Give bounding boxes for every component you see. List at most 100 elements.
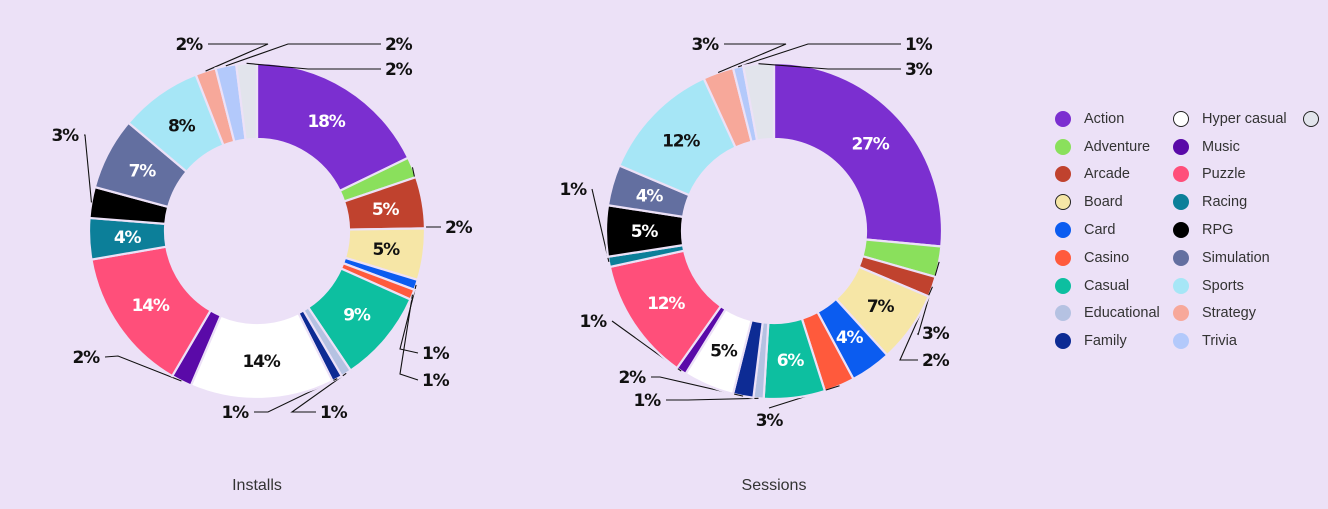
sessions-label-action: 27%: [852, 134, 890, 154]
legend-swatch-action: [1055, 110, 1071, 127]
sessions-leader-line-educational: [666, 397, 759, 401]
legend-label: Board: [1084, 194, 1123, 211]
sessions-leader-line-strategy: [717, 43, 787, 74]
installs-leader-line-casino: [399, 294, 419, 381]
legend-swatch-puzzle: [1173, 166, 1189, 183]
sessions-leader-line-trivia: [737, 43, 901, 68]
sessions-label-trivia: 1%: [905, 35, 933, 55]
sessions-leader-line-family: [651, 376, 744, 397]
installs-label-simulation: 7%: [129, 162, 157, 182]
sessions-slice-word: [741, 61, 776, 142]
installs-label-adventure: 2%: [445, 218, 473, 238]
legend-label: Card: [1084, 222, 1116, 239]
sessions-slice-action: [772, 61, 944, 248]
legend-item-music: Music: [1173, 133, 1303, 161]
legend-item-educational: Educational: [1055, 300, 1173, 328]
legend-swatch-card: [1055, 222, 1071, 239]
legend-label: Music: [1202, 138, 1240, 155]
sessions-label-puzzle: 12%: [647, 294, 685, 314]
legend-item-casino: Casino: [1055, 244, 1173, 272]
sessions-label-board: 7%: [867, 297, 895, 317]
installs-label-strategy: 2%: [176, 35, 204, 55]
legend-item-strategy: Strategy: [1173, 300, 1303, 328]
installs-donut-chart: 18% 2% 5% 5% 1% 1% 9% 1% 1% 14% 2% 14% 4% 3% 7% 8% 2% 2% 2…: [52, 35, 474, 423]
legend-swatch-family: [1055, 333, 1071, 350]
installs-leader-line-strategy: [205, 43, 269, 72]
installs-label-sports: 8%: [168, 116, 196, 136]
sessions-label-hyper-casual: 5%: [710, 342, 738, 362]
installs-label-puzzle: 14%: [132, 296, 170, 316]
legend-item-puzzle: Puzzle: [1173, 161, 1303, 189]
installs-chart-title: Installs: [232, 477, 282, 494]
installs-label-trivia: 2%: [385, 35, 413, 55]
legend-item-board: Board: [1055, 188, 1173, 216]
legend-item-casual: Casual: [1055, 272, 1173, 300]
legend-label: Racing: [1202, 194, 1248, 211]
installs-label-board: 5%: [372, 240, 400, 260]
legend-label: Sports: [1202, 277, 1244, 294]
legend: Action Adventure Arcade Board Card Casino Casu…: [1055, 105, 1319, 355]
sessions-label-racing: 1%: [560, 180, 588, 200]
sessions-label-word: 3%: [905, 60, 933, 80]
legend-label: Educational: [1084, 305, 1160, 322]
sessions-donut-chart: 27%3%2%7%4%3%6%1%2%5%1%12%1%5%4%12%3% 1%3…: [560, 35, 951, 431]
legend-swatch-racing: [1173, 194, 1189, 211]
legend-swatch-casino: [1055, 249, 1071, 266]
sessions-label-sports: 12%: [662, 132, 700, 152]
legend-swatch-educational: [1055, 305, 1071, 322]
legend-label: Hyper casual: [1202, 110, 1287, 127]
sessions-leader-line-word: [758, 63, 901, 70]
legend-item-family: Family: [1055, 327, 1173, 355]
sessions-label-arcade: 2%: [922, 351, 950, 371]
legend-label: Arcade: [1084, 166, 1130, 183]
legend-label: Puzzle: [1202, 166, 1246, 183]
sessions-chart-title: Sessions: [742, 477, 807, 494]
legend-label: Casino: [1084, 249, 1130, 266]
installs-label-card: 1%: [422, 344, 450, 364]
installs-label-casual: 9%: [343, 306, 371, 326]
installs-label-hyper-casual: 14%: [242, 352, 280, 372]
legend-swatch-arcade: [1055, 166, 1071, 183]
legend-label: Simulation: [1202, 249, 1270, 266]
sessions-label-casino: 3%: [756, 411, 784, 431]
sessions-label-casual: 6%: [777, 351, 805, 371]
legend-swatch-board: [1055, 194, 1071, 211]
sessions-label-simulation: 4%: [636, 186, 664, 206]
installs-slice-action: [255, 61, 410, 193]
installs-label-rpg: 3%: [52, 126, 80, 146]
legend-label: Family: [1084, 333, 1127, 350]
legend-swatch-trivia: [1173, 333, 1189, 350]
legend-swatch-strategy: [1173, 305, 1189, 322]
sessions-label-educational: 1%: [634, 391, 662, 411]
legend-swatch-simulation: [1173, 249, 1189, 266]
sessions-label-rpg: 5%: [631, 222, 659, 242]
legend-swatch-sports: [1173, 277, 1189, 294]
legend-item-rpg: RPG: [1173, 216, 1303, 244]
legend-label: Casual: [1084, 277, 1130, 294]
installs-leader-line-educational: [290, 372, 347, 413]
legend-label: Adventure: [1084, 138, 1151, 155]
legend-label: Strategy: [1202, 305, 1256, 322]
legend-item-card: Card: [1055, 216, 1173, 244]
legend-swatch-hyper-casual: [1173, 110, 1189, 127]
legend-item-adventure: Adventure: [1055, 133, 1173, 161]
legend-item-sports: Sports: [1173, 272, 1303, 300]
installs-leader-line-trivia: [225, 43, 381, 67]
installs-label-family: 1%: [222, 403, 250, 423]
sessions-label-card: 4%: [836, 328, 864, 348]
sessions-label-music: 1%: [580, 312, 608, 332]
installs-leader-line-music: [104, 355, 182, 382]
legend-item-word: Word: [1303, 105, 1328, 133]
legend-swatch-music: [1173, 138, 1189, 155]
legend-item-action: Action: [1055, 105, 1173, 133]
legend-item-hyper-casual: Hyper casual: [1173, 105, 1303, 133]
installs-leader-line-rpg: [84, 134, 92, 203]
installs-label-music: 2%: [73, 348, 101, 368]
sessions-label-family: 2%: [619, 368, 647, 388]
installs-label-casino: 1%: [422, 371, 450, 391]
legend-item-racing: Racing: [1173, 188, 1303, 216]
installs-slice-word: [234, 61, 259, 141]
legend-item-arcade: Arcade: [1055, 161, 1173, 189]
legend-swatch-rpg: [1173, 222, 1189, 239]
